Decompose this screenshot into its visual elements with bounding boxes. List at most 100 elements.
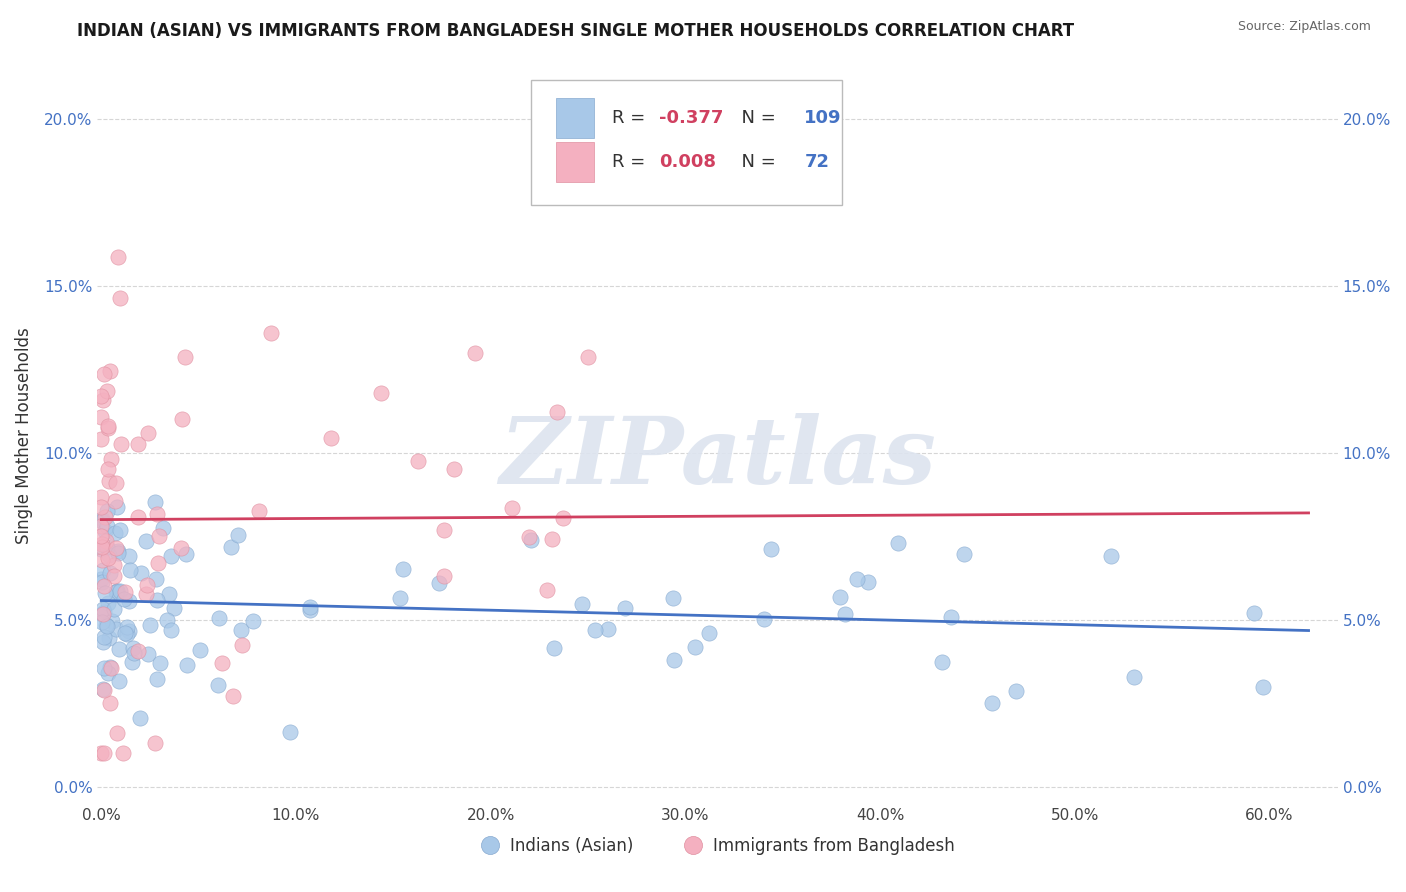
Point xyxy=(97,421,120,435)
Point xyxy=(433,569,456,583)
Text: R =: R = xyxy=(612,109,651,128)
Point xyxy=(1099,549,1122,563)
Point xyxy=(93,683,115,698)
Point xyxy=(108,584,131,599)
Point xyxy=(536,583,558,598)
Point xyxy=(145,572,167,586)
FancyBboxPatch shape xyxy=(557,98,593,138)
Point xyxy=(91,634,114,648)
Point xyxy=(845,572,868,586)
Point xyxy=(90,389,112,403)
Point xyxy=(174,548,197,562)
Point xyxy=(856,574,879,589)
Point xyxy=(231,623,253,637)
Text: N =: N = xyxy=(730,153,782,171)
Point xyxy=(105,476,128,491)
Point xyxy=(551,511,574,525)
Point xyxy=(90,512,112,526)
Point xyxy=(98,364,121,378)
Point xyxy=(93,747,115,761)
Point xyxy=(146,672,169,686)
Point xyxy=(112,592,135,607)
Point xyxy=(136,425,159,440)
Point xyxy=(90,572,112,586)
Y-axis label: Single Mother Households: Single Mother Households xyxy=(15,327,32,544)
Point xyxy=(90,537,112,551)
Point xyxy=(105,726,128,740)
Point xyxy=(104,541,127,556)
Point xyxy=(104,622,127,636)
Point xyxy=(226,528,249,542)
Point xyxy=(143,495,166,509)
Point xyxy=(127,644,149,658)
Point xyxy=(97,596,120,610)
Point xyxy=(683,640,706,654)
Point xyxy=(105,584,128,599)
Point xyxy=(104,493,127,508)
Point xyxy=(121,655,143,669)
Text: Source: ZipAtlas.com: Source: ZipAtlas.com xyxy=(1237,20,1371,33)
Point xyxy=(118,594,141,608)
Point xyxy=(93,367,115,381)
Point xyxy=(101,614,124,628)
Point xyxy=(107,544,129,558)
Point xyxy=(94,586,117,600)
Point xyxy=(176,657,198,672)
Point xyxy=(96,462,118,476)
Point xyxy=(145,736,167,750)
Point xyxy=(103,525,125,540)
Point xyxy=(90,519,112,533)
Point xyxy=(91,602,114,616)
Text: 0.008: 0.008 xyxy=(659,153,716,171)
Point xyxy=(122,640,145,655)
Point xyxy=(571,597,593,611)
Point xyxy=(115,627,138,641)
Point xyxy=(91,393,114,408)
Point xyxy=(146,593,169,607)
Point xyxy=(146,556,169,570)
Point xyxy=(107,546,129,560)
Point xyxy=(91,575,114,590)
Point xyxy=(1253,680,1275,694)
Point xyxy=(406,454,429,468)
Text: R =: R = xyxy=(612,153,651,171)
Point xyxy=(754,612,776,626)
Point xyxy=(834,607,856,621)
Legend: Indians (Asian), Immigrants from Bangladesh: Indians (Asian), Immigrants from Banglad… xyxy=(474,830,962,862)
Point xyxy=(1123,670,1146,684)
Point xyxy=(172,411,194,425)
Point xyxy=(118,624,141,639)
Point xyxy=(90,490,112,504)
Point xyxy=(110,437,132,451)
Point xyxy=(278,725,301,739)
Point xyxy=(90,541,112,556)
Point xyxy=(1005,684,1028,698)
Point xyxy=(370,386,392,401)
Point xyxy=(98,566,121,580)
Point xyxy=(319,431,342,445)
Point xyxy=(105,583,128,598)
Point xyxy=(118,549,141,563)
Point xyxy=(110,292,132,306)
Point xyxy=(114,585,136,599)
Point xyxy=(583,623,606,637)
Point xyxy=(118,563,141,577)
Point xyxy=(131,566,153,580)
Point xyxy=(90,529,112,543)
Text: 72: 72 xyxy=(804,153,830,171)
Point xyxy=(98,659,121,673)
Point xyxy=(443,461,465,475)
Point xyxy=(90,747,112,761)
Point xyxy=(159,549,181,563)
Point xyxy=(953,547,976,561)
Point xyxy=(136,647,159,661)
Point xyxy=(90,500,112,515)
Point xyxy=(98,696,121,710)
Point xyxy=(90,553,112,567)
Point xyxy=(139,618,162,632)
Point xyxy=(94,618,117,632)
Point xyxy=(433,524,456,538)
Point xyxy=(160,623,183,637)
Point xyxy=(543,640,565,655)
Point xyxy=(299,603,322,617)
